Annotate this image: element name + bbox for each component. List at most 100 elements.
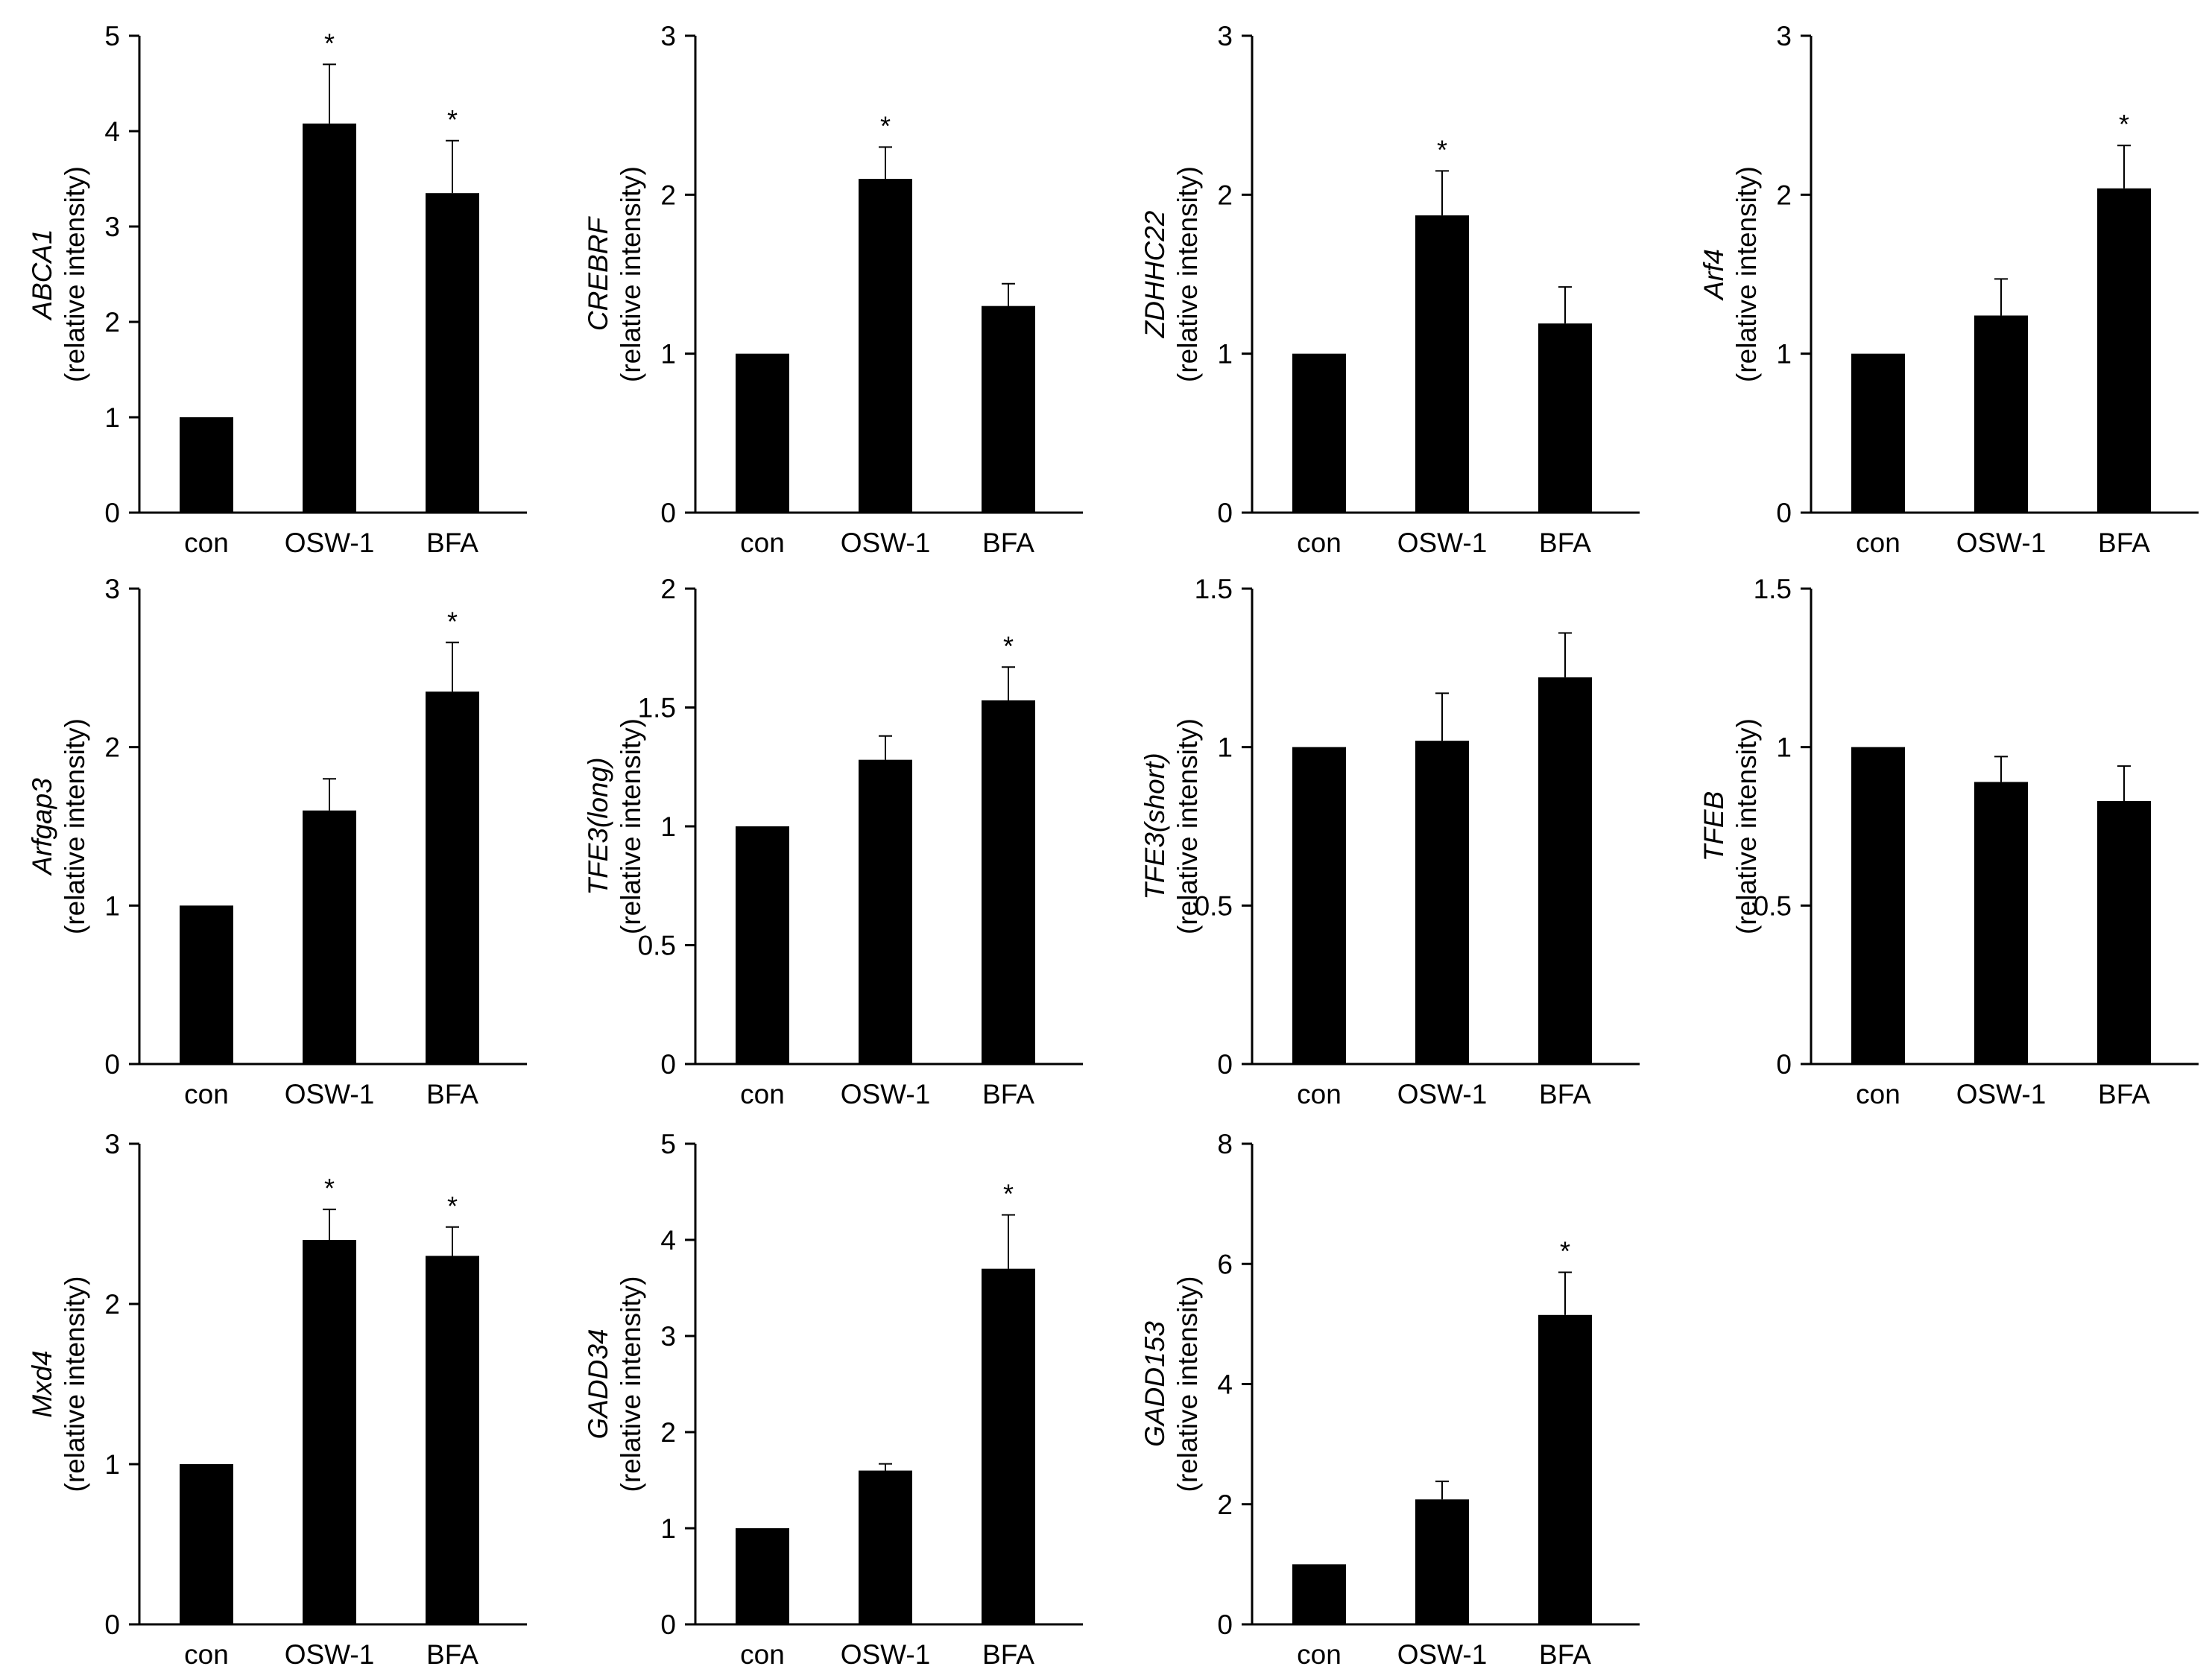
panel-arfgap3-bar-con [180, 905, 233, 1064]
panel-mxd4-gene-name: Mxd4 [27, 1350, 57, 1417]
panel-tfeb-ytick-label: 0.5 [1754, 890, 1792, 921]
panel-gadd34-gene-name: GADD34 [583, 1329, 613, 1439]
panel-arf4-gene-name: Arf4 [1698, 249, 1729, 301]
panel-gadd153: 0 2 4 6 8 con OSW-1 * BFA GADD153(relative intens… [1140, 1129, 1640, 1670]
panel-arf4-category-label: BFA [2098, 528, 2150, 558]
panel-gadd153-ytick-label: 6 [1217, 1249, 1233, 1279]
panel-abca1-y-unit: (relative intensity) [60, 166, 90, 382]
panel-tfe3-long-y-unit: (relative intensity) [616, 718, 646, 934]
panel-gadd153-ytick-label: 4 [1217, 1370, 1233, 1400]
panel-abca1-ytick-label: 3 [104, 212, 120, 242]
panel-zdhhc22: 0 1 2 3 con * OSW-1 BFA ZDHHC22(relative intensi… [1140, 21, 1640, 558]
panel-tfeb-ytick-label: 1 [1776, 732, 1792, 763]
panel-abca1-bar-bfa [426, 193, 479, 513]
panel-gadd153-ytick-label: 8 [1217, 1129, 1233, 1159]
panel-zdhhc22-significance-star: * [1437, 134, 1447, 165]
panel-tfe3-short-category-label: BFA [1539, 1079, 1591, 1109]
panel-tfeb-ytick-label: 0 [1776, 1049, 1792, 1080]
panel-tfeb-y-label: TFEB(relative intensity) [1698, 718, 1762, 934]
panel-tfe3-short: 0 0.5 1 1.5 con OSW-1 BFA TFE3(short)(relative … [1140, 574, 1640, 1109]
panel-arf4-ytick-label: 3 [1776, 21, 1792, 51]
panel-arfgap3-significance-star: * [447, 606, 458, 636]
panel-arf4-bar-bfa [2097, 188, 2151, 513]
panel-mxd4-significance-star: * [324, 1173, 335, 1203]
panel-zdhhc22-bar-con [1292, 353, 1346, 513]
panel-crebrf-category-label: BFA [982, 528, 1034, 558]
panel-mxd4-significance-star: * [447, 1191, 458, 1221]
panel-zdhhc22-ytick-label: 1 [1217, 339, 1233, 370]
panel-zdhhc22-category-label: BFA [1539, 528, 1591, 558]
panel-gadd34-category-label: OSW-1 [841, 1639, 931, 1670]
panel-arf4-y-unit: (relative intensity) [1731, 166, 1762, 382]
panel-zdhhc22-bar-osw1 [1415, 215, 1469, 513]
panel-tfeb: 0 0.5 1 1.5 con OSW-1 BFA TFEB(relative intensi… [1698, 574, 2199, 1109]
panel-gadd153-category-label: BFA [1539, 1639, 1591, 1670]
panel-gadd34-ytick-label: 5 [660, 1129, 676, 1159]
panel-arf4-category-label: OSW-1 [1956, 528, 2047, 558]
panel-tfeb-gene-name: TFEB [1698, 791, 1729, 862]
panel-tfe3-long-bar-osw1 [859, 759, 912, 1064]
panel-tfe3-short-ytick-label: 1.5 [1195, 574, 1233, 604]
panel-abca1-ytick-label: 4 [104, 116, 120, 147]
panel-crebrf-ytick-label: 3 [660, 21, 676, 51]
panel-mxd4-bar-osw1 [303, 1240, 356, 1624]
panel-zdhhc22-y-unit: (relative intensity) [1172, 166, 1203, 382]
panel-abca1-ytick-label: 0 [104, 498, 120, 528]
panel-gadd153-bar-osw1 [1415, 1499, 1469, 1624]
panel-crebrf-category-label: OSW-1 [841, 528, 931, 558]
panel-mxd4-ytick-label: 0 [104, 1609, 120, 1640]
panel-crebrf-bar-osw1 [859, 179, 912, 513]
panel-zdhhc22-ytick-label: 2 [1217, 180, 1233, 210]
panel-arf4-bar-con [1851, 353, 1905, 513]
panel-tfe3-long-bar-con [736, 826, 789, 1064]
panel-tfeb-bar-con [1851, 747, 1905, 1064]
panel-arf4-ytick-label: 0 [1776, 498, 1792, 528]
panel-crebrf-bar-bfa [982, 305, 1035, 513]
panel-mxd4-ytick-label: 3 [104, 1129, 120, 1159]
panel-gadd34-bar-con [736, 1528, 789, 1624]
panel-crebrf-bar-con [736, 353, 789, 513]
panel-tfe3-long-ytick-label: 0.5 [638, 931, 676, 961]
panel-crebrf-gene-name: CREBRF [583, 216, 613, 332]
panel-tfe3-short-bar-osw1 [1415, 741, 1469, 1064]
panel-gadd34-y-label: GADD34(relative intensity) [583, 1276, 646, 1492]
panel-gadd34: 0 1 2 3 4 5 con OSW-1 * BFA GADD34(relative intens… [583, 1129, 1083, 1670]
panel-abca1-category-label: OSW-1 [285, 528, 375, 558]
panel-gadd153-y-label: GADD153(relative intensity) [1140, 1276, 1203, 1492]
panel-mxd4-bar-con [180, 1464, 233, 1624]
panel-tfe3-long-significance-star: * [1003, 630, 1014, 661]
panel-mxd4: 0 1 2 3 con * OSW-1 * BFA Mxd4(relative intensity… [27, 1129, 527, 1670]
panel-tfe3-long: 0 0.5 1 1.5 2 con OSW-1 * BFA TFE3(long)(relative… [583, 574, 1083, 1109]
panel-gadd153-gene-name: GADD153 [1140, 1321, 1170, 1447]
panel-zdhhc22-ytick-label: 0 [1217, 498, 1233, 528]
panel-mxd4-category-label: con [184, 1639, 229, 1670]
panel-tfe3-long-ytick-label: 2 [660, 574, 676, 604]
panel-mxd4-ytick-label: 2 [104, 1289, 120, 1320]
panel-tfe3-long-y-label: TFE3(long)(relative intensity) [583, 718, 646, 934]
panel-arf4-y-label: Arf4(relative intensity) [1698, 166, 1762, 382]
panel-zdhhc22-ytick-label: 3 [1217, 21, 1233, 51]
panel-abca1-gene-name: ABCA1 [27, 229, 57, 320]
panel-mxd4-y-unit: (relative intensity) [60, 1276, 90, 1492]
panel-gadd34-ytick-label: 1 [660, 1513, 676, 1544]
panel-crebrf-ytick-label: 1 [660, 339, 676, 370]
panel-mxd4-ytick-label: 1 [104, 1449, 120, 1480]
panel-tfe3-long-bar-bfa [982, 700, 1035, 1064]
panel-zdhhc22-category-label: OSW-1 [1397, 528, 1488, 558]
panel-gadd34-y-unit: (relative intensity) [616, 1276, 646, 1492]
panel-gadd34-bar-bfa [982, 1268, 1035, 1624]
panel-abca1-bar-osw1 [303, 123, 356, 513]
panel-tfe3-short-category-label: OSW-1 [1397, 1079, 1488, 1109]
panel-mxd4-y-label: Mxd4(relative intensity) [27, 1276, 90, 1492]
panel-gadd34-ytick-label: 0 [660, 1609, 676, 1640]
panel-arfgap3-bar-bfa [426, 691, 479, 1064]
panel-tfe3-short-bar-con [1292, 747, 1346, 1064]
panel-zdhhc22-gene-name: ZDHHC22 [1140, 210, 1170, 338]
panel-tfe3-short-category-label: con [1297, 1079, 1342, 1109]
panel-gadd34-bar-osw1 [859, 1470, 912, 1624]
panel-arf4-ytick-label: 1 [1776, 339, 1792, 370]
panel-abca1-ytick-label: 5 [104, 21, 120, 51]
panel-arfgap3-gene-name: Arfgap3 [27, 778, 57, 876]
panel-abca1-ytick-label: 1 [104, 402, 120, 433]
